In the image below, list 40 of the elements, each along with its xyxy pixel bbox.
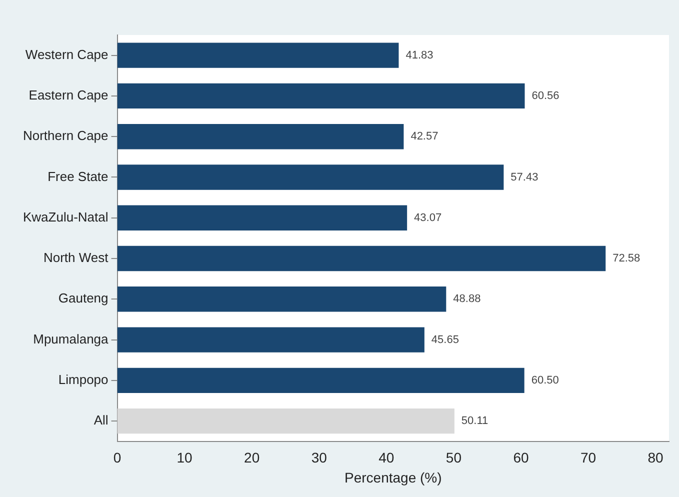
y-tick-label: Mpumalanga [33,331,110,346]
x-tick-label: 80 [648,450,664,466]
x-tick-label: 50 [446,450,462,466]
data-label: 57.43 [510,171,538,184]
y-tick-label: Limpopo [58,372,108,388]
data-label: 48.88 [453,293,481,306]
bar [117,42,399,68]
y-tick-label: Western Cape [25,46,108,62]
x-tick-label: 0 [113,450,122,466]
y-tick-label: North West [43,250,109,266]
bar [117,83,525,109]
y-tick-label: Northern Cape [22,128,108,144]
x-tick-label: 60 [513,450,529,466]
data-label: 72.58 [612,252,640,265]
bar [117,164,504,190]
bar [117,246,606,272]
data-label: 60.50 [531,374,559,386]
y-tick-label: Gauteng [58,290,108,306]
y-tick-label: All [94,412,108,428]
bar [117,124,404,150]
bar [117,205,408,230]
data-label: 45.65 [431,334,459,346]
bar [117,368,524,394]
x-tick-label: 70 [580,450,596,466]
y-tick-label: Eastern Cape [28,88,108,103]
data-label: 42.57 [410,130,438,143]
data-label: 50.11 [461,415,488,428]
bar [117,286,446,312]
y-tick-label: Free State [48,168,108,184]
data-label: 41.83 [406,49,434,62]
x-tick-label: 40 [378,450,394,466]
x-tick-label: 30 [311,450,328,466]
data-label: 60.56 [532,90,560,102]
x-tick-label: 10 [176,450,193,466]
y-tick-label: KwaZulu-Natal [23,209,108,224]
bar [117,327,424,352]
bar [117,408,454,434]
x-tick-label: 20 [244,450,260,466]
data-label: 43.07 [414,212,442,224]
x-axis-title: Percentage (%) [344,469,442,486]
